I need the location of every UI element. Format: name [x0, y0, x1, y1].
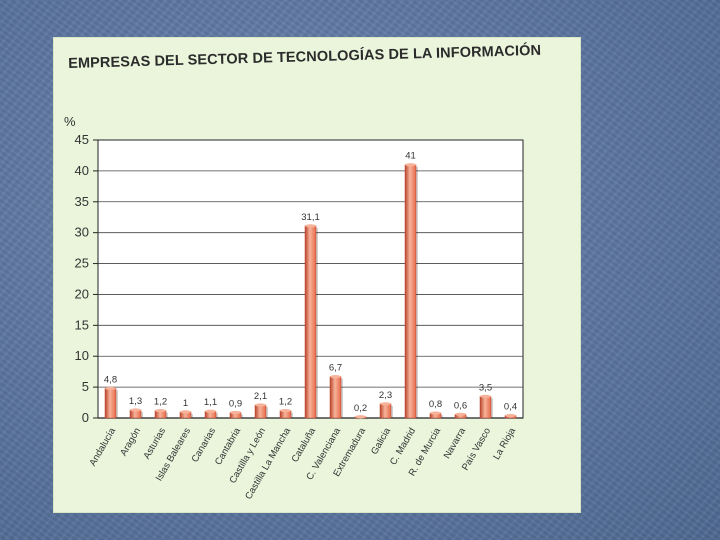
- bar-cap: [105, 386, 116, 390]
- category-label: Galicia: [369, 425, 393, 456]
- y-tick-label: 15: [75, 317, 89, 332]
- bar-cap: [455, 412, 466, 416]
- bar-group: [129, 408, 143, 419]
- y-tick-label: 20: [75, 286, 89, 301]
- bar-group: [329, 375, 343, 419]
- category-label: Asturias: [141, 426, 168, 461]
- data-label: 0,9: [229, 398, 242, 409]
- bar-cap: [505, 413, 516, 418]
- y-tick-label: 25: [75, 256, 89, 271]
- bar-group: [354, 415, 368, 420]
- data-label: 1: [183, 398, 188, 409]
- data-label: 31,1: [301, 212, 320, 223]
- bar: [104, 388, 117, 419]
- bar-cap: [480, 394, 491, 398]
- bar-cap: [155, 408, 166, 413]
- category-label: Aragón: [118, 426, 143, 458]
- category-label: La Rioja: [491, 425, 518, 461]
- category-label: Castilla La Mancha: [243, 425, 293, 501]
- bar-group: [304, 224, 318, 419]
- bar-group: [204, 409, 218, 419]
- data-label: 0,4: [504, 402, 517, 413]
- category-label: Andalucía: [87, 425, 118, 468]
- bar: [329, 376, 342, 419]
- y-tick-label: 35: [75, 194, 89, 209]
- y-tick-label: 10: [75, 348, 89, 363]
- bar-group: [429, 411, 443, 419]
- bar-cap: [355, 415, 366, 419]
- bar-group: [179, 410, 193, 419]
- bar-group: [229, 410, 243, 419]
- data-label: 0,8: [429, 399, 442, 410]
- data-label: 2,1: [254, 391, 267, 402]
- bar-cap: [255, 403, 266, 407]
- bar-cap: [380, 402, 391, 406]
- bar-cap: [205, 409, 216, 413]
- bar-cap: [430, 411, 441, 415]
- bar-cap: [305, 224, 316, 228]
- data-label: 1,1: [204, 397, 217, 408]
- bar-chart: % 0 5 10 15 20 25 30 35 40 45 4,8 Andalucía 1,3 Aragó…: [64, 114, 524, 501]
- y-axis-unit: %: [64, 114, 76, 129]
- y-tick-label: 5: [82, 379, 89, 394]
- data-label: 41: [405, 151, 416, 162]
- y-tick-label: 0: [82, 410, 89, 425]
- bar: [479, 396, 492, 419]
- bar: [379, 403, 392, 419]
- bar-group: [379, 402, 393, 419]
- bar-group: [279, 408, 293, 419]
- bar-group: [504, 413, 518, 419]
- data-label: 0,2: [354, 403, 367, 414]
- y-tick-label: 45: [75, 132, 89, 147]
- bar: [254, 404, 267, 419]
- data-label: 1,3: [129, 396, 142, 407]
- bar-group: [454, 412, 468, 419]
- bar-cap: [280, 408, 291, 413]
- bar-cap: [405, 163, 416, 167]
- data-label: 4,8: [104, 374, 117, 385]
- bar-cap: [180, 410, 191, 414]
- bar-group: [479, 394, 493, 419]
- chart-panel: EMPRESAS DEL SECTOR DE TECNOLOGÍAS DE LA…: [54, 38, 580, 512]
- bar-cap: [130, 408, 141, 412]
- bar-group: [404, 163, 418, 419]
- bar-cap: [330, 375, 341, 379]
- bar-shadow: [357, 418, 368, 420]
- bar: [404, 164, 417, 419]
- data-label: 0,6: [454, 400, 467, 411]
- data-label: 1,2: [279, 397, 292, 408]
- data-label: 3,5: [479, 382, 492, 393]
- category-label: Navarra: [442, 425, 469, 460]
- bar-cap: [230, 410, 241, 415]
- bar: [304, 225, 317, 419]
- data-label: 2,3: [379, 390, 392, 401]
- y-tick-label: 30: [75, 225, 89, 240]
- data-label: 6,7: [329, 363, 342, 374]
- bar-group: [254, 403, 268, 419]
- bar-group: [154, 408, 168, 419]
- bar-group: [104, 386, 118, 419]
- data-label: 1,2: [154, 397, 167, 408]
- y-tick-label: 40: [75, 163, 89, 178]
